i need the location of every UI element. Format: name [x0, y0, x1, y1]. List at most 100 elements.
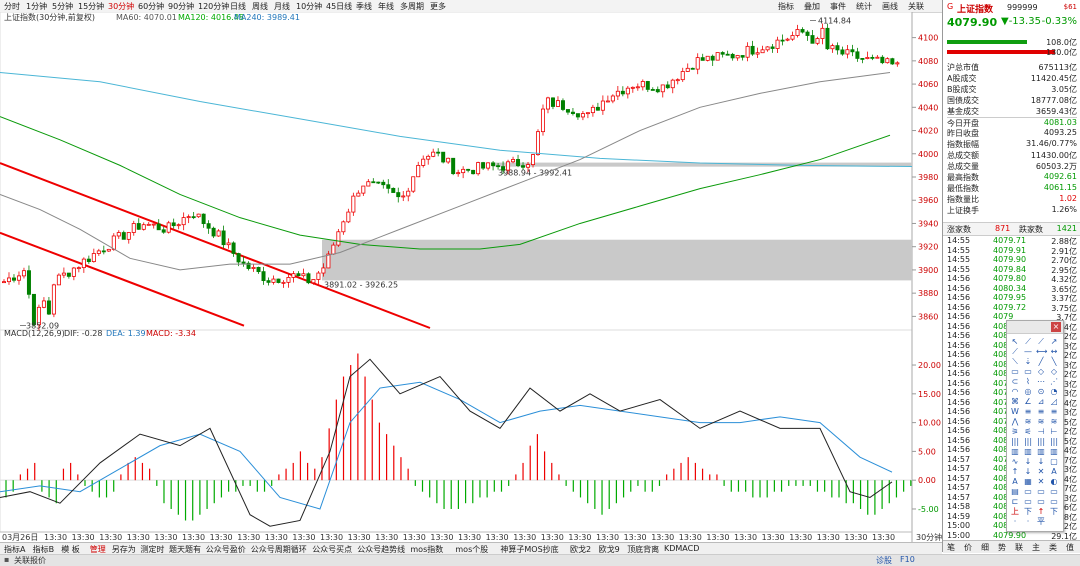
period-tab[interactable]: 15分钟 [78, 2, 105, 11]
fan-icon[interactable]: ≋ [1024, 417, 1032, 426]
right-tab[interactable]: 细 [981, 543, 989, 552]
period-tab[interactable]: 月线 [274, 2, 290, 11]
status-left[interactable]: 关联报价 [14, 556, 46, 565]
toolbar-button[interactable]: 指标 [778, 2, 794, 11]
diamond2-icon[interactable]: ◇ [1050, 367, 1058, 376]
f10-link[interactable]: F10 [900, 555, 915, 564]
indicator-tab[interactable]: 欧戈9 [598, 545, 620, 554]
dots-icon[interactable]: ⋯ [1037, 377, 1045, 386]
down-arrow2-icon[interactable]: ↓ [1037, 457, 1045, 466]
down-label-icon[interactable]: 下 [1024, 507, 1032, 516]
period-tab[interactable]: 分时 [4, 2, 20, 11]
cycle-icon[interactable]: ||| [1010, 437, 1020, 446]
toolbar-button[interactable]: 叠加 [804, 2, 820, 11]
up-sign-icon[interactable]: ↑ [1037, 507, 1045, 516]
pie-icon[interactable]: ◔ [1050, 387, 1058, 396]
fib2-icon[interactable]: ≡ [1037, 407, 1045, 416]
text2-icon[interactable]: A [1012, 477, 1018, 486]
ruler-icon[interactable]: ▤ [1011, 487, 1019, 496]
indicator-tab[interactable]: 公众号盈价 [205, 545, 246, 554]
toolbar-button[interactable]: 关联 [908, 2, 924, 11]
w-pattern-icon[interactable]: W [1011, 407, 1019, 416]
hline-icon[interactable]: — [1024, 347, 1032, 356]
diamond-icon[interactable]: ◇ [1037, 367, 1045, 376]
wedge-icon[interactable]: ◿ [1050, 397, 1058, 406]
period-tab[interactable]: 1分钟 [26, 2, 48, 11]
indicator-tab[interactable]: KDMACD [664, 544, 700, 553]
right-tab[interactable]: 联 [1015, 543, 1023, 552]
down-sign-icon[interactable]: 下 [1050, 507, 1058, 516]
hsegment-icon[interactable]: ↔ [1050, 347, 1058, 356]
right-tab[interactable]: 值 [1066, 543, 1074, 552]
m-pattern-icon[interactable]: ⋀ [1011, 417, 1019, 426]
down-arrow-icon[interactable]: ↓ [1024, 457, 1032, 466]
indicator-tab[interactable]: 另存为 [111, 545, 136, 554]
right-tab[interactable]: 势 [998, 543, 1006, 552]
fan2-icon[interactable]: ≋ [1037, 417, 1045, 426]
cursor-icon[interactable]: ↖ [1011, 337, 1019, 346]
period-tab[interactable]: 10分钟 [296, 2, 323, 11]
blank-icon[interactable] [1049, 517, 1059, 527]
label-icon[interactable]: ▭ [1024, 497, 1032, 506]
note2-icon[interactable]: ▭ [1037, 487, 1045, 496]
arc-icon[interactable]: ⊂ [1011, 377, 1019, 386]
cycle4-icon[interactable]: ||| [1049, 437, 1059, 446]
up-label-icon[interactable]: 上 [1011, 507, 1019, 516]
label3-icon[interactable]: ▭ [1050, 497, 1058, 506]
indicator-tab[interactable]: 公众号周期循环 [250, 545, 307, 554]
period-tab[interactable]: 30分钟 [108, 2, 135, 11]
pitch2-icon[interactable]: ⊢ [1050, 427, 1058, 436]
label2-icon[interactable]: ▭ [1037, 497, 1045, 506]
down-mark-icon[interactable]: ↓ [1024, 467, 1032, 476]
ray-icon[interactable]: ⟋ [1038, 337, 1044, 346]
note3-icon[interactable]: ▭ [1050, 487, 1058, 496]
wave-icon[interactable]: ⌇ [1026, 377, 1030, 386]
fan3-icon[interactable]: ≋ [1050, 417, 1058, 426]
sine-icon[interactable]: ∿ [1011, 457, 1019, 466]
triangle-icon[interactable]: ⊿ [1037, 397, 1045, 406]
circle-icon[interactable]: ◎ [1024, 387, 1032, 396]
grid-icon[interactable]: ▥ [1011, 447, 1019, 456]
right-tab[interactable]: 类 [1049, 543, 1057, 552]
indicator-tab[interactable]: 神算子MOS抄底 [500, 545, 559, 554]
channel-icon[interactable]: ⇣ [1024, 357, 1032, 366]
period-tab[interactable]: 周线 [252, 2, 268, 11]
grid3-icon[interactable]: ▥ [1037, 447, 1045, 456]
line-icon[interactable]: ⟋ [1025, 337, 1031, 346]
indicator-tab[interactable]: 欧戈2 [570, 545, 592, 554]
hray-icon[interactable]: ⟷ [1036, 347, 1048, 356]
indicator-tab[interactable]: mos个股 [455, 545, 489, 554]
right-tab[interactable]: 价 [964, 543, 972, 552]
parallel-icon[interactable]: ⟍ [1012, 357, 1018, 366]
half-icon[interactable]: ◐ [1050, 477, 1058, 486]
indicator-tab[interactable]: 顶底背离 [627, 545, 660, 554]
indicator-tab[interactable]: mos指数 [410, 545, 444, 554]
indicator-tab[interactable]: 指标B [32, 545, 55, 554]
indicator-tab[interactable]: 公众号趋势线 [357, 545, 406, 554]
gann-icon[interactable]: ⌘ [1011, 397, 1019, 406]
indicator-tab[interactable]: 公众号买点 [312, 545, 353, 554]
delete-icon[interactable]: ✕ [1037, 477, 1045, 486]
fib3-icon[interactable]: ≡ [1050, 407, 1058, 416]
flat-icon[interactable]: 平 [1037, 517, 1045, 526]
dot-icon[interactable]: · [1013, 517, 1017, 526]
period-tab[interactable]: 更多 [430, 2, 446, 11]
trend-icon[interactable]: ⋰ [1050, 377, 1058, 386]
period-tab[interactable]: 90分钟 [168, 2, 195, 11]
fib-icon[interactable]: ≡ [1024, 407, 1032, 416]
bracket2-icon[interactable]: ⚟ [1024, 427, 1032, 436]
flag-icon[interactable]: ⊏ [1011, 497, 1019, 506]
pitch-icon[interactable]: ⊣ [1037, 427, 1045, 436]
draw-tools-panel[interactable]: × ↖ ⟋ ⟋ ↗ ⟋ — ⟷ ↔ ⟍ ⇣ ╱ ╲ ▭ ▭ ◇ ◇ ⊂ ⌇ ⋯ ⋰ ◠ ◎ ⊙ ◔ ⌘ ∠ ⊿ ◿ W ≡ ≡ ≡ ⋀ ≋ ≋ ≋ ⚞ ⚟… [1006, 320, 1064, 532]
indicator-tab[interactable]: 题天题有 [169, 545, 201, 554]
indicator-tab[interactable]: 测定时 [140, 545, 165, 554]
draw-tools-header[interactable]: × [1007, 321, 1063, 334]
close-icon[interactable]: × [1051, 322, 1061, 332]
slope-icon[interactable]: ╱ [1038, 357, 1044, 366]
cycle2-icon[interactable]: ||| [1023, 437, 1033, 446]
target-icon[interactable]: ⊙ [1037, 387, 1045, 396]
badge[interactable]: $61 [1063, 3, 1077, 11]
indicator-tab[interactable]: 模 板 [61, 545, 80, 554]
rect-icon[interactable]: ▭ [1011, 367, 1019, 376]
frame-icon[interactable]: ▢ [1050, 457, 1058, 466]
